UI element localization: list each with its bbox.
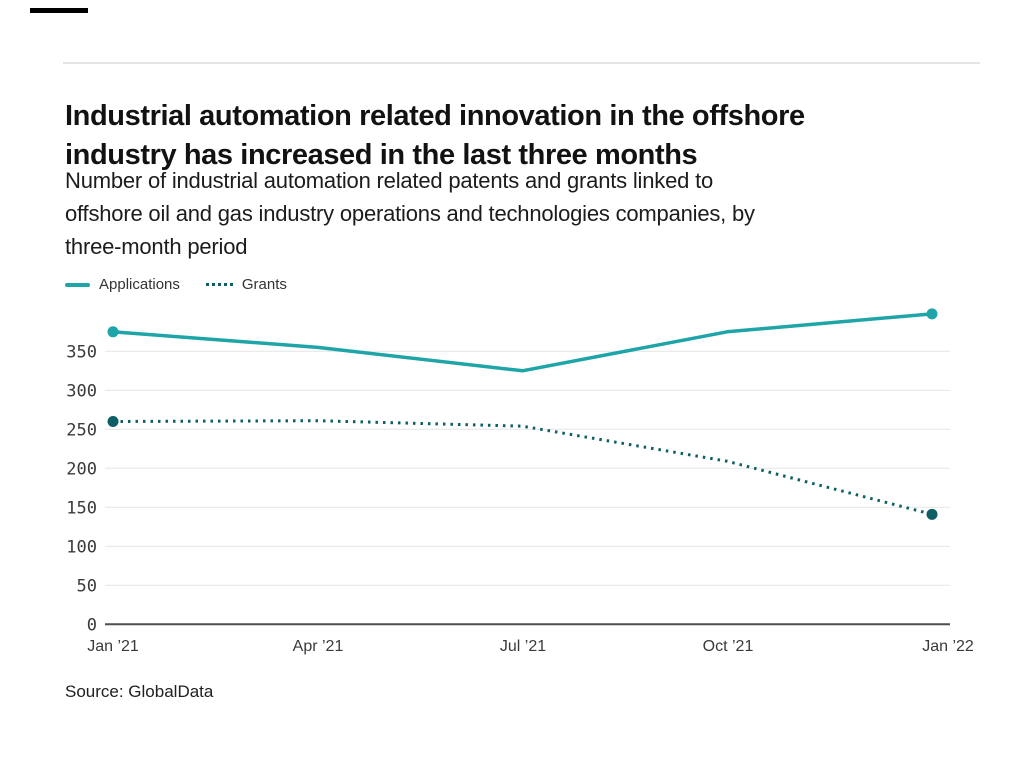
chart-subtitle-line1: Number of industrial automation related … (65, 168, 714, 193)
accent-bar (30, 8, 88, 13)
x-tick-label-4: Jan ’22 (922, 638, 974, 655)
chart-title-line2: industry has increased in the last three… (65, 139, 698, 172)
y-tick-label-150: 150 (66, 498, 97, 518)
chart-svg: 0 50 100 150 200 250 300 350 Jan ’21 Apr ’21 Jul ’… (66, 308, 974, 655)
y-tick-label-100: 100 (66, 537, 97, 557)
chart-subtitle-line2: offshore oil and gas industry operations… (65, 201, 755, 226)
legend-label-grants: Grants (241, 276, 287, 293)
header-divider (63, 62, 980, 64)
x-tick-label-0: Jan ’21 (87, 638, 139, 655)
series-line-grants (112, 419, 933, 516)
chart-subtitle-line3: three-month period (65, 234, 248, 259)
endpoint-marker-grants (926, 508, 938, 520)
legend: Applications Grants (65, 276, 287, 293)
endpoint-marker-applications (107, 326, 119, 338)
x-tick-label-1: Apr ’21 (293, 638, 344, 655)
legend-label-applications: Applications (99, 276, 180, 293)
y-tick-label-0: 0 (87, 615, 97, 635)
y-tick-label-250: 250 (66, 420, 97, 440)
source-text: Source: GlobalData (65, 682, 214, 701)
y-tick-label-50: 50 (77, 576, 97, 596)
chart-title-line1: Industrial automation related innovation… (65, 100, 805, 133)
x-tick-label-3: Oct ’21 (703, 638, 754, 655)
endpoint-marker-grants (107, 416, 119, 427)
series-line-applications (111, 312, 934, 373)
y-tick-label-200: 200 (66, 459, 97, 479)
legend-swatch-applications (65, 282, 90, 287)
chart-subtitle: Number of industrial automation related … (65, 164, 965, 263)
chart-area: 0 50 100 150 200 250 300 350 Jan ’21 Apr ’21 Jul ’… (55, 300, 975, 665)
y-tick-label-350: 350 (66, 342, 97, 362)
legend-swatch-grants (205, 283, 233, 286)
y-tick-label-300: 300 (66, 381, 97, 401)
chart-title: Industrial automation related innovation… (65, 97, 965, 175)
endpoint-marker-applications (926, 308, 938, 320)
x-tick-label-2: Jul ’21 (500, 638, 546, 655)
